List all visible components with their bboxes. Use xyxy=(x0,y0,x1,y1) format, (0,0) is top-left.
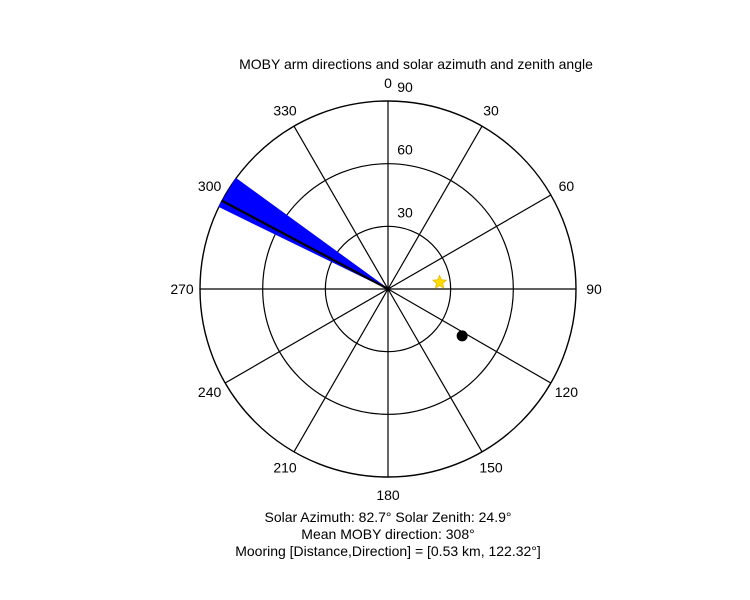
angle-tick-300: 300 xyxy=(198,178,222,194)
spoke-30 xyxy=(387,125,483,290)
angle-tick-330: 330 xyxy=(273,103,297,119)
angle-tick-0: 0 xyxy=(384,75,392,91)
spoke-210 xyxy=(293,288,389,453)
angle-tick-30: 30 xyxy=(483,103,499,119)
spoke-330 xyxy=(293,125,389,290)
tick-labels: 0 30 60 90 120 150 180 210 240 270 300 330 30 60 90 xyxy=(170,75,602,503)
mooring-caption: Mooring [Distance,Direction] = [0.53 km,… xyxy=(235,543,541,559)
angle-tick-90: 90 xyxy=(586,281,602,297)
spoke-150 xyxy=(387,288,483,453)
moby-arm-line-2 xyxy=(233,191,389,290)
angle-tick-120: 120 xyxy=(555,384,579,400)
angle-tick-270: 270 xyxy=(170,281,194,297)
solar-caption: Solar Azimuth: 82.7° Solar Zenith: 24.9° xyxy=(265,509,512,525)
sun-marker xyxy=(431,274,448,289)
spoke-240 xyxy=(224,288,389,384)
angle-tick-60: 60 xyxy=(559,178,575,194)
moby-arm-fan xyxy=(218,177,389,290)
angle-tick-210: 210 xyxy=(273,459,297,475)
angle-tick-150: 150 xyxy=(479,459,503,475)
polar-grid xyxy=(199,100,577,478)
mean-moby-line xyxy=(221,199,389,290)
angle-tick-180: 180 xyxy=(376,487,400,503)
radial-tick-30: 30 xyxy=(397,204,413,220)
spoke-60 xyxy=(387,194,552,290)
chart-title: MOBY arm directions and solar azimuth an… xyxy=(239,56,593,72)
radial-tick-60: 60 xyxy=(397,142,413,158)
radial-tick-90: 90 xyxy=(397,79,413,95)
spoke-120 xyxy=(387,288,552,384)
angle-tick-240: 240 xyxy=(198,384,222,400)
data-layer xyxy=(218,177,468,342)
mooring-marker xyxy=(456,330,468,342)
moby-direction-caption: Mean MOBY direction: 308° xyxy=(301,526,474,542)
